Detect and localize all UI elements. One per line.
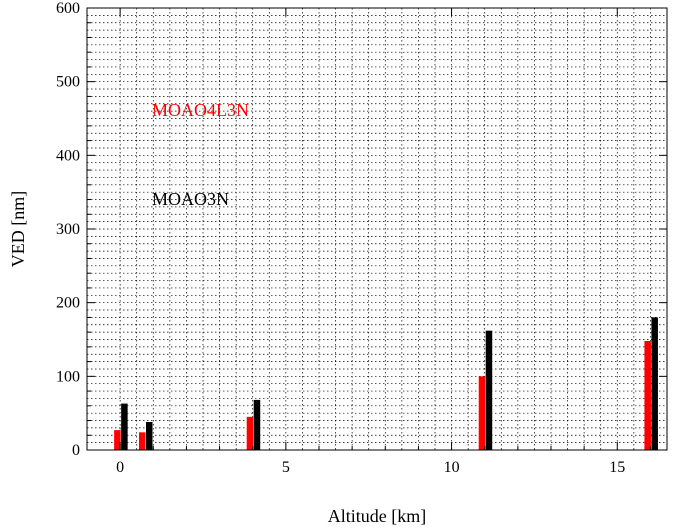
y-tick-label: 500 [56, 74, 80, 91]
y-tick-label: 300 [56, 221, 80, 238]
bars [114, 317, 658, 450]
y-tick-label: 100 [56, 368, 80, 385]
y-tick-label: 200 [56, 295, 80, 312]
grid [87, 8, 668, 450]
x-tick-label: 5 [282, 459, 290, 476]
bar-2-2 [253, 399, 261, 450]
x-axis-label: Altitude [km] [328, 506, 426, 526]
bar-1-3 [478, 376, 486, 450]
bar-1-2 [246, 416, 254, 450]
legend-series-2: MOAO3N [152, 189, 229, 209]
bar-2-3 [485, 330, 493, 450]
legend-series-1: MOAO4L3N [152, 100, 249, 120]
x-tick-label: 10 [444, 459, 460, 476]
y-axis-label: VED [nm] [8, 191, 28, 267]
y-tick-label: 600 [56, 0, 80, 17]
bar-1-1 [139, 432, 146, 450]
y-tick-label: 0 [72, 442, 80, 459]
x-tick-label: 15 [609, 459, 625, 476]
bar-2-4 [651, 317, 658, 450]
y-tick-label: 400 [56, 147, 80, 164]
bar-2-0 [121, 403, 128, 450]
bar-2-1 [146, 422, 153, 450]
bar-1-0 [114, 430, 121, 450]
axis-ticks: 0 5 10 15 0 100 200 300 400 500 600 [56, 0, 667, 476]
x-tick-label: 0 [116, 459, 124, 476]
bar-1-4 [644, 340, 651, 450]
